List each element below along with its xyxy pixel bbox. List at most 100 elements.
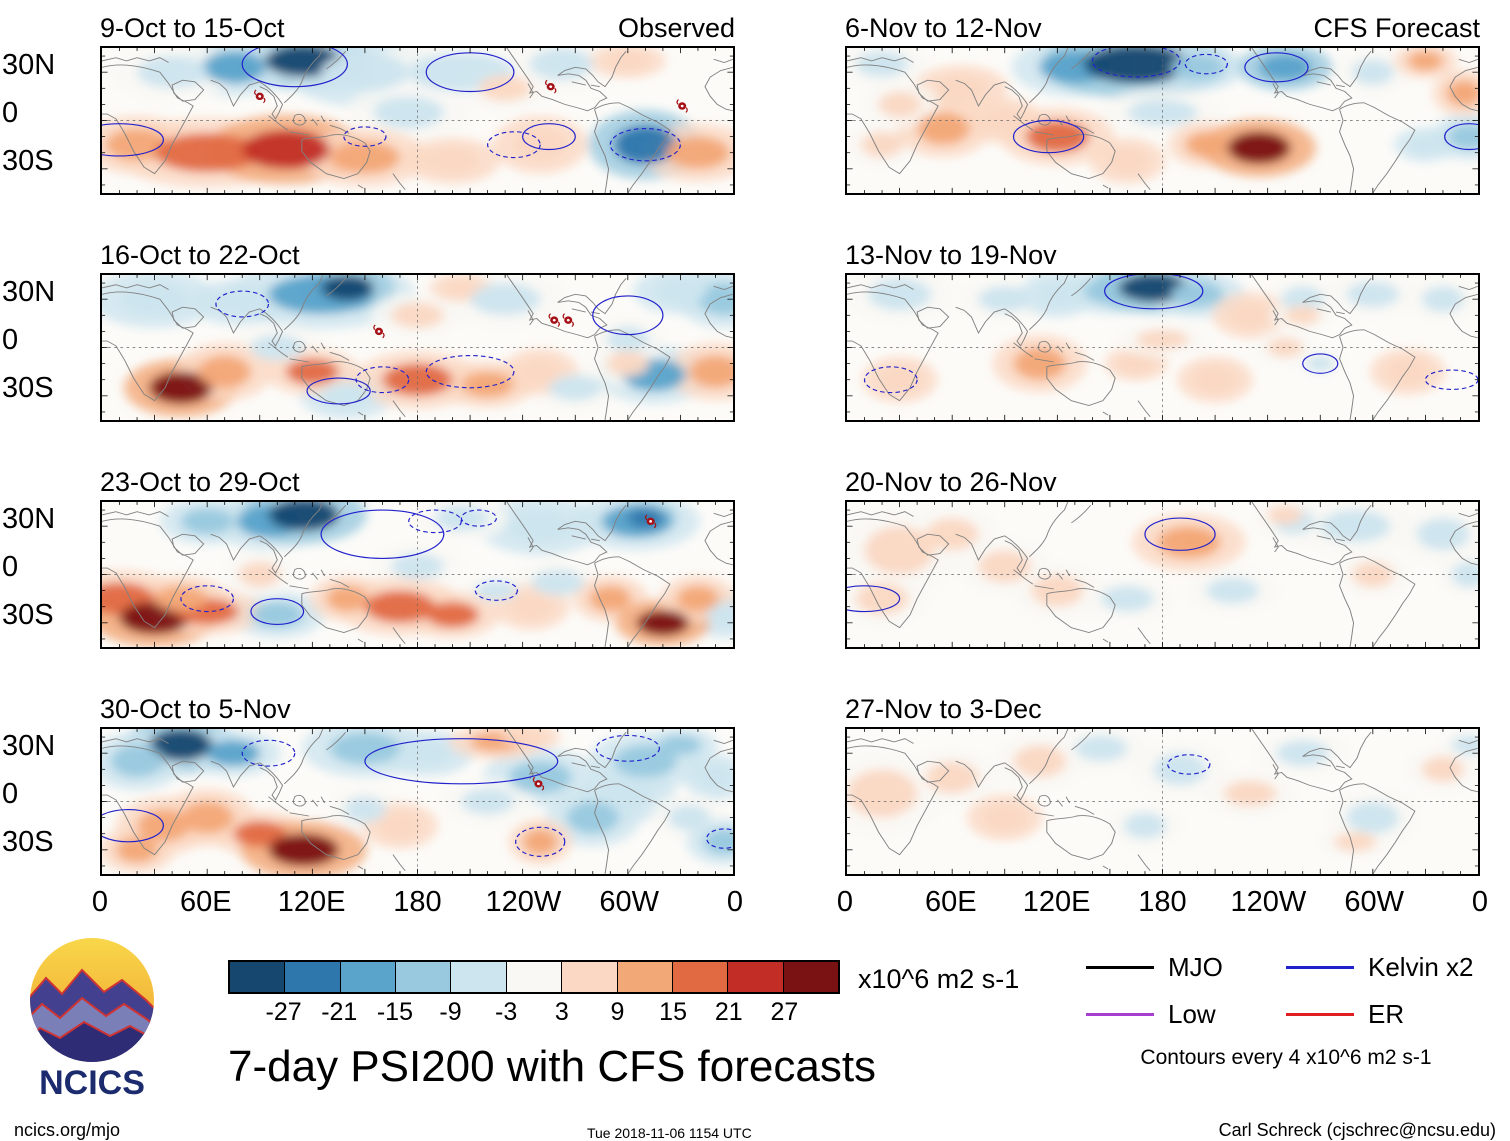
colorbar-segment	[284, 962, 340, 992]
storm-icon	[532, 776, 545, 791]
colorbar-tick-label: -27	[265, 998, 302, 1026]
lon-tick-label: 120W	[1230, 886, 1307, 918]
colorbar-tick-label: -3	[495, 998, 518, 1026]
axis-ticks	[102, 275, 733, 420]
kelvin-contours	[1012, 48, 1478, 154]
anomaly-field	[102, 48, 733, 188]
lon-tick-label: 120W	[485, 886, 562, 918]
legend-row: MJO Kelvin x2	[1086, 952, 1486, 983]
storm-icon	[644, 514, 657, 529]
map-panel	[100, 727, 735, 876]
colorbar-tick-label: -9	[439, 998, 462, 1026]
legend-row: Low ER	[1086, 999, 1486, 1030]
kelvin-contours	[863, 275, 1478, 394]
coastlines	[847, 275, 1478, 420]
kelvin-contours	[847, 517, 1216, 613]
panel-title-bar: 16-Oct to 22-Oct	[100, 233, 735, 273]
colorbar-segment	[561, 962, 617, 992]
panel-9-oct-to-15-oct: 9-Oct to 15-Oct Observed 30N 0 30S	[2, 6, 735, 195]
kelvin-contours	[1167, 754, 1211, 775]
panel-title-bar: 27-Nov to 3-Dec	[845, 687, 1480, 727]
axis-ticks	[847, 729, 1478, 874]
lat-tick-label: 30S	[2, 826, 54, 858]
legend-label: Kelvin x2	[1368, 952, 1474, 982]
lon-tick-label: 120E	[277, 886, 346, 918]
logo-text: NCICS	[39, 1064, 145, 1102]
lon-tick-label: 60W	[1344, 886, 1404, 918]
legend-line-sample	[1086, 966, 1154, 969]
colorbar-segment	[616, 962, 672, 992]
panel-corner-label: CFS Forecast	[1313, 13, 1480, 43]
lon-tick-label: 60E	[180, 886, 232, 918]
colorbar-tick-label: 21	[714, 998, 743, 1026]
lon-axis: 0 60E 120E 180 120W 60W 0	[92, 878, 743, 922]
coastlines	[102, 48, 733, 193]
panel-title: 16-Oct to 22-Oct	[100, 240, 300, 270]
panel-title: 27-Nov to 3-Dec	[845, 694, 1042, 724]
colorbar-segment	[395, 962, 451, 992]
lat-tick-label: 30N	[2, 49, 56, 81]
kelvin-contours	[102, 48, 682, 162]
coastlines	[102, 502, 733, 647]
panel-title-bar: 20-Nov to 26-Nov	[845, 460, 1480, 500]
map-svg	[847, 48, 1478, 193]
lat-tick-label: 30N	[2, 730, 56, 762]
map-panel	[100, 46, 735, 195]
legend-item-low: Low	[1086, 999, 1286, 1030]
axis-ticks	[847, 275, 1478, 420]
panel-title-bar: 23-Oct to 29-Oct	[100, 460, 735, 500]
coastlines	[847, 729, 1478, 874]
panel-16-oct-to-22-oct: 16-Oct to 22-Oct 30N 0 30S	[2, 233, 735, 422]
footer-timestamp: Tue 2018-11-06 1154 UTC	[586, 1125, 752, 1141]
coastlines	[102, 729, 733, 874]
anomaly-field	[847, 729, 1478, 860]
colorbar-unit-label: x10^6 m2 s-1	[858, 964, 1020, 994]
lon-tick-label: 0	[836, 886, 854, 918]
coastlines	[847, 502, 1478, 647]
contour-legend: MJO Kelvin x2 Low ER Contours every 4 x10^6…	[1086, 952, 1486, 1070]
logo-globe	[30, 938, 154, 1062]
colorbar-strip	[228, 960, 840, 994]
map-panels-grid: 9-Oct to 15-Oct Observed 30N 0 30S 6-Nov to 1…	[2, 6, 1488, 922]
legend-label: ER	[1368, 999, 1405, 1029]
colorbar-tick-label: -21	[321, 998, 358, 1026]
colorbar-segment	[230, 962, 285, 992]
map-svg	[102, 729, 733, 874]
legend-line-sample	[1286, 966, 1354, 969]
footer-url: ncics.org/mjo	[14, 1120, 121, 1140]
lon-tick-label: 180	[393, 886, 442, 918]
colorbar-tick-label: 3	[554, 998, 569, 1026]
map-panel	[845, 500, 1480, 649]
lat-tick-label: 0	[2, 778, 19, 810]
footer-author: Carl Schreck (cjschrec@ncsu.edu)	[1218, 1120, 1496, 1140]
kelvin-contours	[180, 509, 519, 626]
legend-rows: MJO Kelvin x2 Low ER	[1086, 952, 1486, 1030]
lat-tick-label: 30N	[2, 503, 56, 535]
colorbar-tick-label: 15	[659, 998, 687, 1026]
axis-ticks	[102, 48, 733, 193]
anomaly-field	[102, 275, 733, 420]
panel-23-oct-to-29-oct: 23-Oct to 29-Oct 30N 0 30S	[2, 460, 735, 649]
panel-title-bar: 30-Oct to 5-Nov	[100, 687, 735, 727]
lon-tick-label: 60W	[599, 886, 659, 918]
legend-note: Contours every 4 x10^6 m2 s-1	[1140, 1046, 1432, 1069]
lat-tick-label: 30S	[2, 599, 54, 631]
lon-axis: 0 60E 120E 180 120W 60W 0	[837, 878, 1488, 922]
figure-title: 7-day PSI200 with CFS forecasts	[228, 1042, 877, 1091]
storm-icon	[545, 79, 557, 94]
map-panel	[100, 273, 735, 422]
panel-title-bar: 13-Nov to 19-Nov	[845, 233, 1480, 273]
colorbar-segment	[339, 962, 396, 992]
colorbar-segment	[505, 962, 562, 992]
coastlines	[847, 48, 1478, 193]
lon-tick-label: 120E	[1022, 886, 1091, 918]
panel-corner-label: Observed	[617, 13, 735, 43]
map-panel	[845, 46, 1480, 195]
panel-title: 9-Oct to 15-Oct	[100, 13, 285, 43]
panel-20-nov-to-26-nov: 20-Nov to 26-Nov	[845, 460, 1480, 649]
lat-tick-label: 30N	[2, 276, 56, 308]
colorbar: -27 -21 -15 -9 -3 3 9 15 21 27	[228, 960, 840, 1026]
panel-title-bar: 9-Oct to 15-Oct Observed	[100, 6, 735, 46]
axis-ticks	[847, 502, 1478, 647]
legend-line-sample	[1286, 1013, 1354, 1016]
